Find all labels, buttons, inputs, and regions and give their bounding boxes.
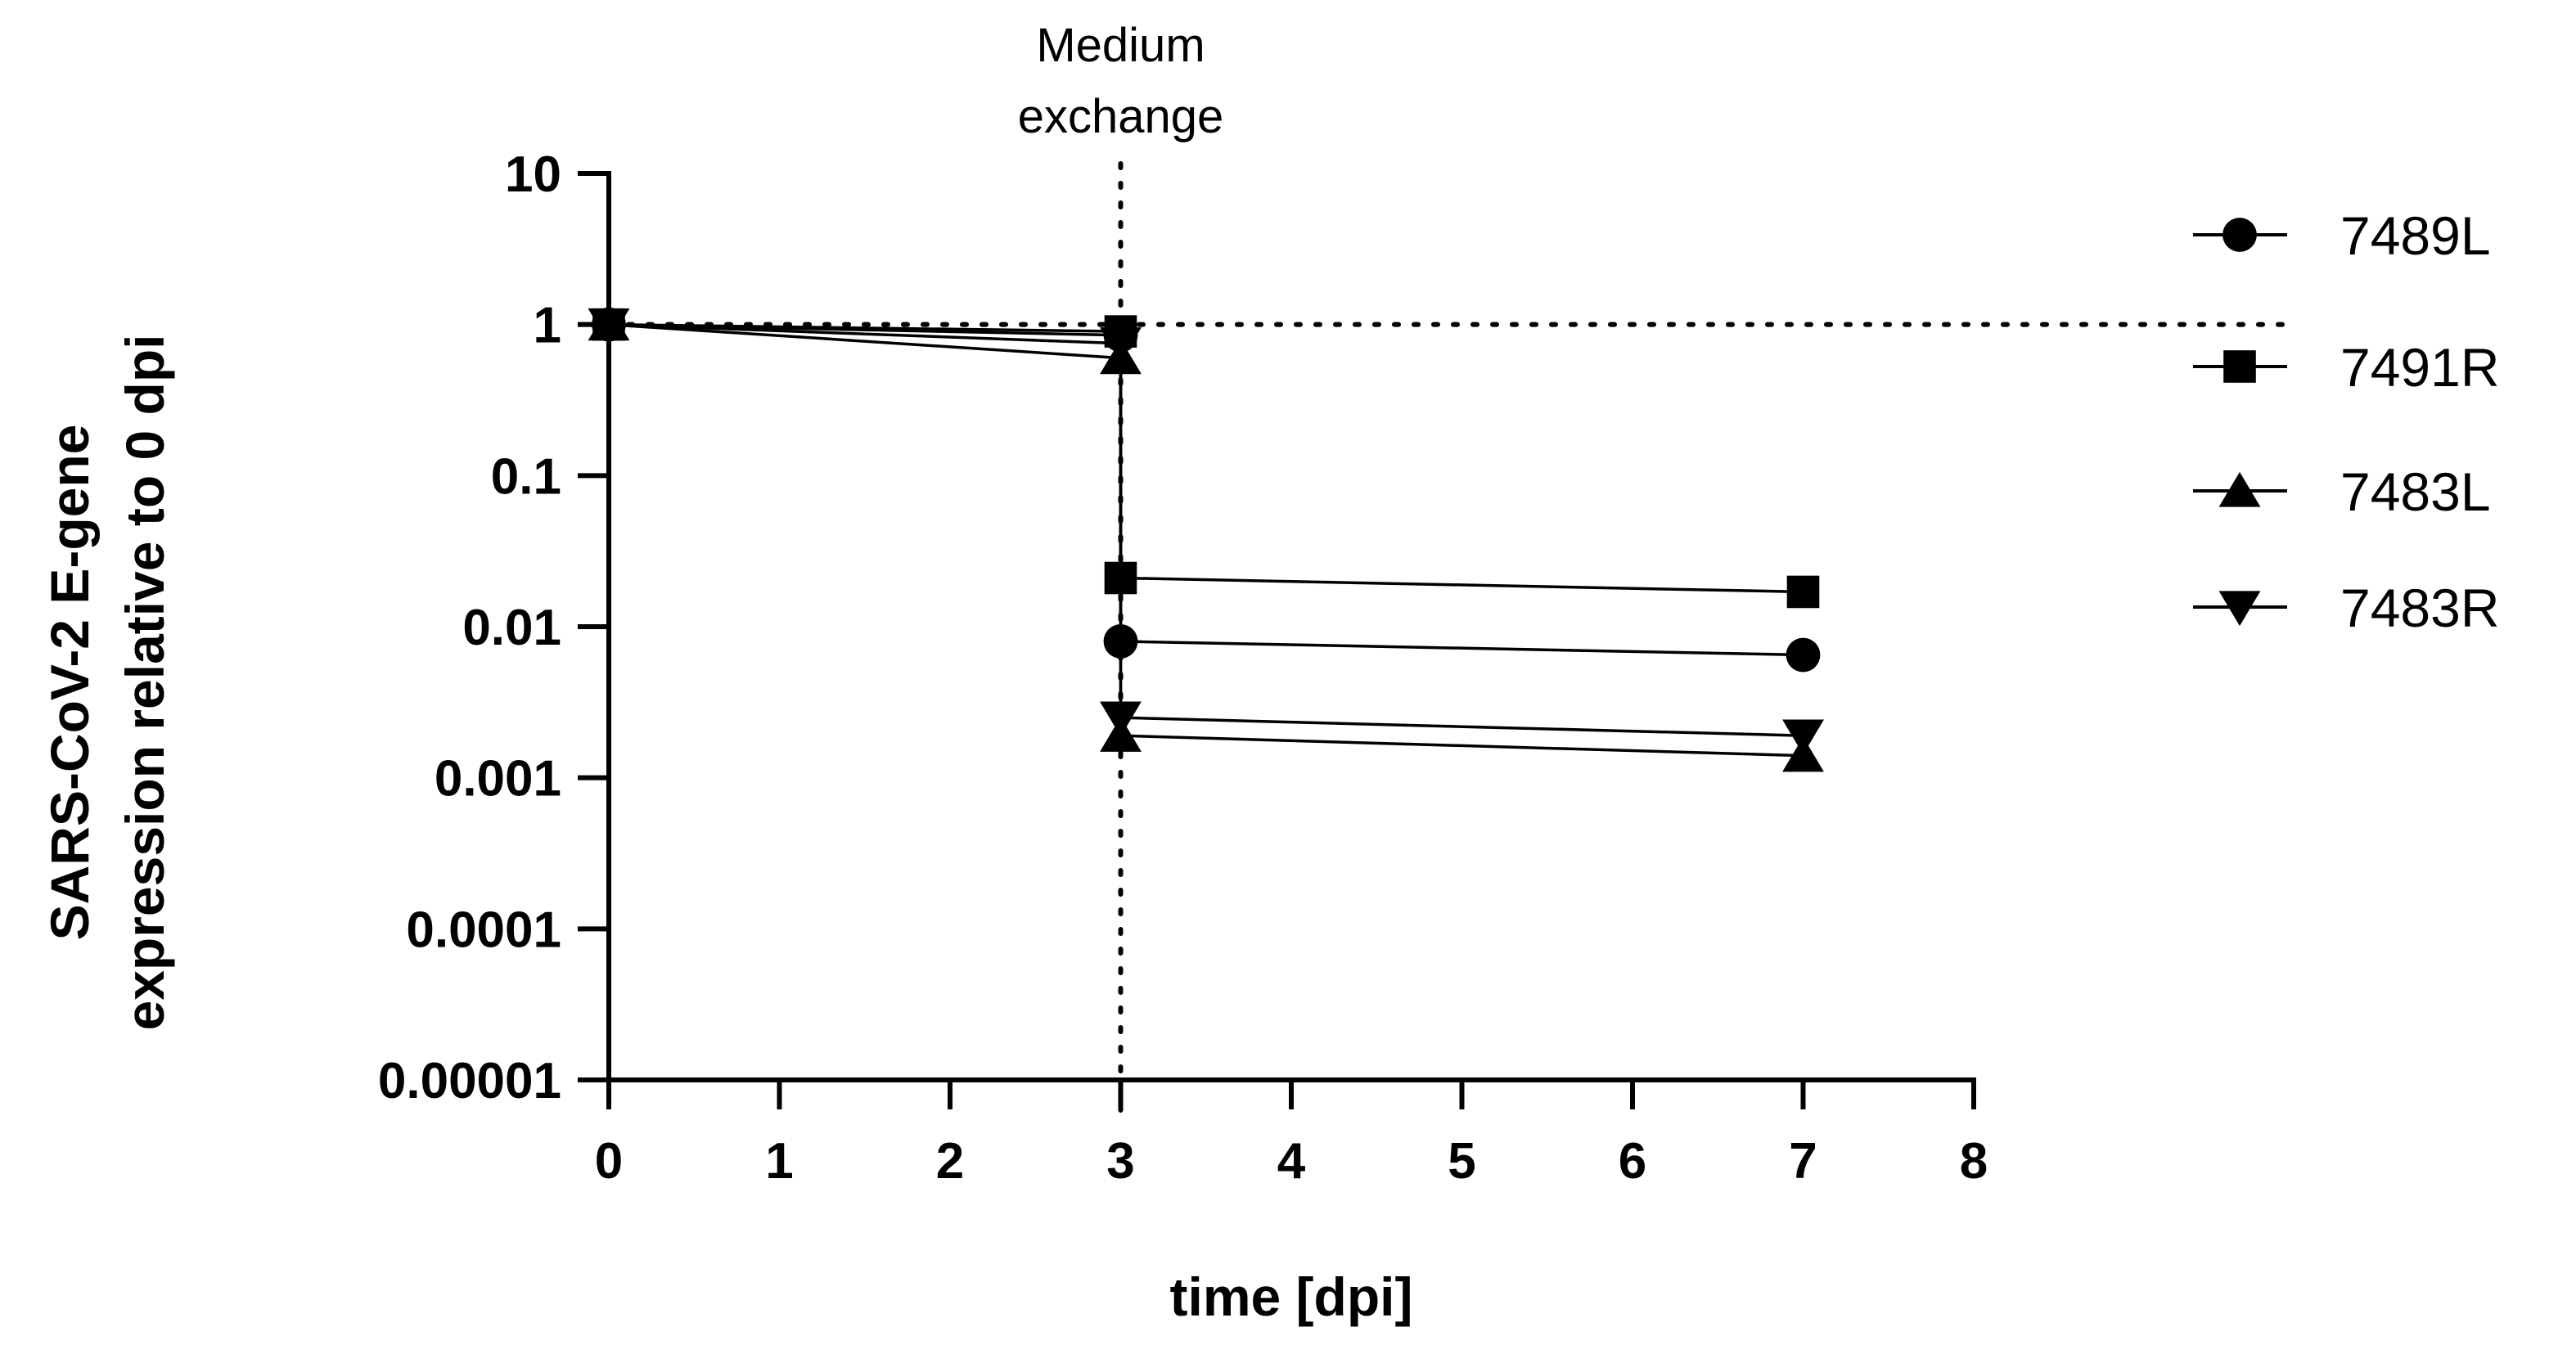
- series-7491R: [592, 308, 1820, 609]
- annotation-line-exchange: exchange: [1018, 90, 1224, 143]
- x-axis-title: time [dpi]: [1170, 1266, 1413, 1327]
- legend: 7489L 7491R 7483L 7483R: [2193, 205, 2500, 638]
- series-line-7483L: [608, 322, 1804, 758]
- series-7489L: [592, 307, 1821, 673]
- series-line-7483R: [608, 322, 1804, 737]
- y-tick-label: 0.1: [491, 448, 561, 505]
- legend-item-7491R: 7491R: [2193, 337, 2500, 398]
- legend-label: 7483R: [2340, 578, 2500, 638]
- legend-label: 7489L: [2340, 205, 2491, 266]
- reference-lines: [606, 161, 2298, 1119]
- x-tick-label: 5: [1448, 1133, 1475, 1190]
- y-tick-label: 0.01: [462, 600, 561, 656]
- x-tick-label: 0: [595, 1133, 623, 1190]
- x-tick-label: 7: [1789, 1133, 1817, 1190]
- annotation-line-medium: Medium: [1036, 19, 1205, 72]
- series-line-7491R: [608, 322, 1804, 594]
- data-point-7491R: [1786, 575, 1820, 609]
- axes: 0.00001 0.0001 0.001 0.01 0.1 1 10 0 1 2 3 4 5 6 7 8: [378, 146, 1988, 1190]
- data-point-7483R: [1782, 719, 1824, 755]
- y-tick-label: 0.001: [435, 751, 561, 807]
- data-point-7483R: [588, 308, 630, 344]
- series-line-7489L: [608, 322, 1804, 657]
- series-7483R: [588, 308, 1824, 755]
- series-7483L: [588, 305, 1824, 772]
- data-point-7489L: [1786, 637, 1821, 673]
- x-tick-label: 1: [765, 1133, 793, 1190]
- x-tick-label: 6: [1619, 1133, 1646, 1190]
- data-point-7483R: [1100, 701, 1142, 737]
- legend-marker-triangle-up: [2218, 471, 2261, 507]
- legend-label: 7491R: [2340, 337, 2500, 398]
- x-tick-label: 3: [1106, 1133, 1134, 1190]
- series-group: [588, 305, 1824, 772]
- y-tick-label: 10: [505, 146, 561, 203]
- legend-marker-circle: [2222, 218, 2257, 252]
- data-point-7483R: [1100, 327, 1142, 362]
- y-tick-label: 0.0001: [406, 902, 561, 958]
- x-tick-label: 2: [936, 1133, 964, 1190]
- labels-group: Medium exchange time [dpi] SARS-CoV-2 E-…: [39, 19, 1412, 1327]
- y-tick-label: 0.00001: [378, 1053, 561, 1109]
- legend-marker-square: [2223, 350, 2256, 383]
- x-tick-label: 4: [1277, 1133, 1306, 1190]
- legend-item-7483L: 7483L: [2193, 461, 2491, 522]
- y-tick-label: 1: [534, 298, 561, 354]
- y-axis-title-line-1: SARS-CoV-2 E-gene: [39, 425, 100, 941]
- legend-label: 7483L: [2340, 461, 2491, 522]
- y-axis-title-line-2: expression relative to 0 dpi: [115, 335, 175, 1031]
- x-tick-label: 8: [1960, 1133, 1988, 1190]
- legend-marker-triangle-down: [2218, 591, 2261, 627]
- legend-item-7483R: 7483R: [2193, 578, 2500, 638]
- legend-item-7489L: 7489L: [2193, 205, 2491, 266]
